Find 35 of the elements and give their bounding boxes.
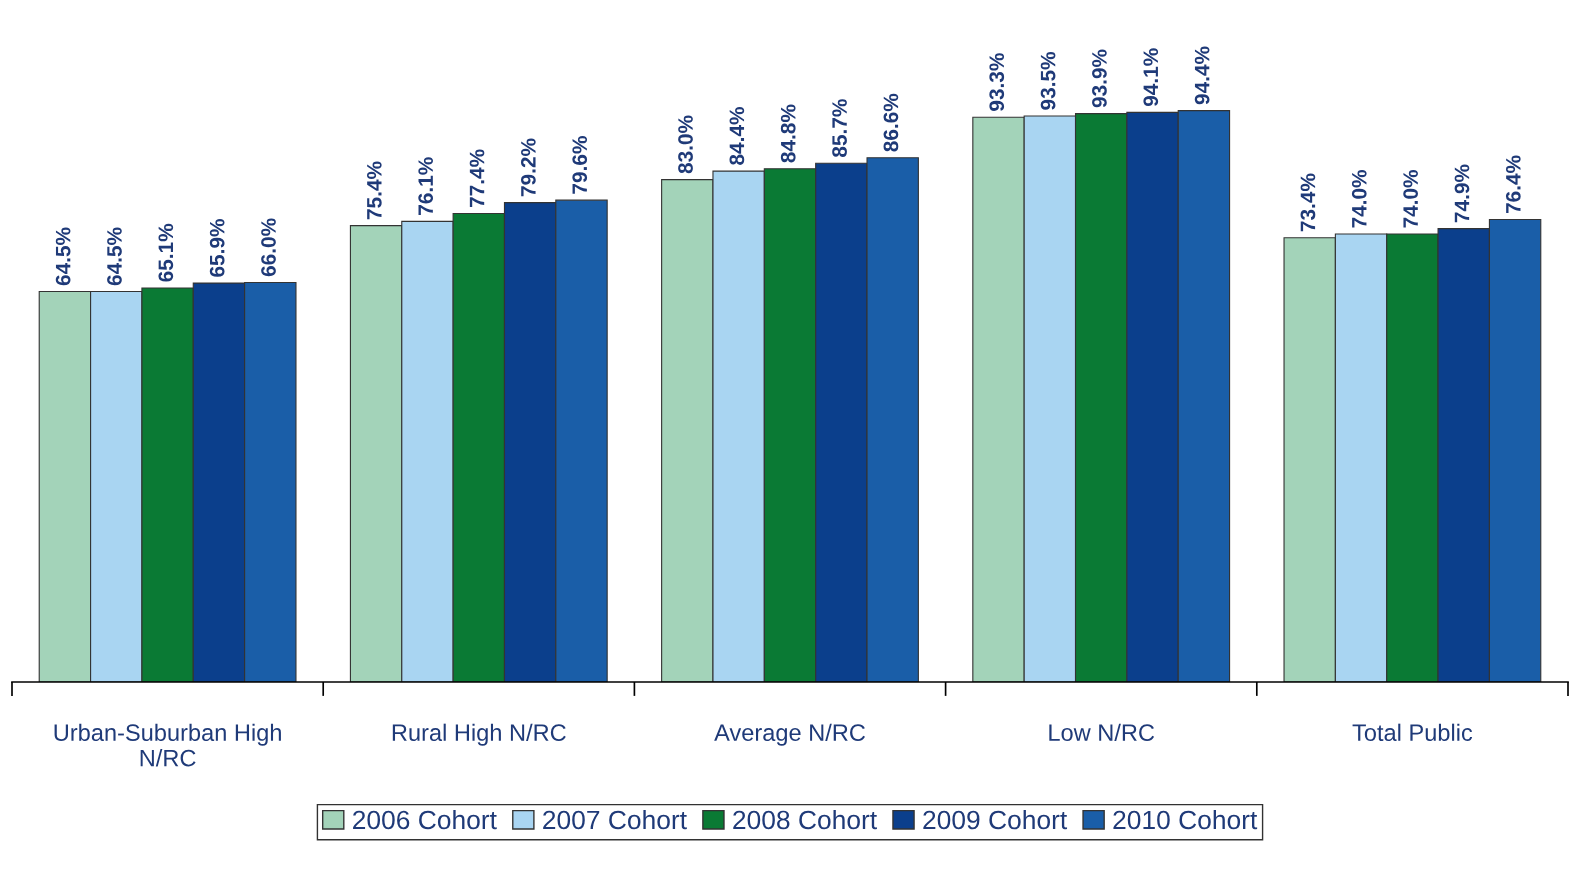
- data-label: 77.4%: [469, 149, 485, 208]
- x-tick-label: Urban-Suburban High N/RC: [54, 723, 281, 767]
- data-label: 86.6%: [883, 93, 899, 152]
- data-label: 66.0%: [261, 218, 276, 277]
- data-label: 93.3%: [989, 53, 1005, 111]
- legend-label: 2007 Cohort: [543, 809, 687, 830]
- data-label: 75.4%: [367, 161, 382, 220]
- data-label: 79.6%: [572, 136, 588, 194]
- data-label: 93.5%: [1040, 51, 1056, 110]
- data-label: 94.1%: [1143, 48, 1159, 107]
- data-label: 64.5%: [107, 227, 122, 286]
- data-label: 74.0%: [1351, 169, 1367, 228]
- data-label: 65.9%: [209, 219, 225, 277]
- data-label: 79.2%: [520, 138, 536, 197]
- legend-label: 2008 Cohort: [733, 809, 877, 830]
- x-tick-label: Average N/RC: [714, 723, 865, 746]
- legend-label: 2010 Cohort: [1113, 809, 1258, 830]
- x-tick-label: Total Public: [1352, 723, 1473, 742]
- data-label: 84.4%: [729, 107, 745, 165]
- data-label: 84.8%: [780, 104, 796, 163]
- data-label: 94.4%: [1194, 46, 1210, 105]
- data-label: 64.5%: [55, 227, 71, 286]
- data-label: 73.4%: [1300, 173, 1316, 232]
- legend-label: 2006 Cohort: [353, 809, 497, 830]
- x-tick-label: Low N/RC: [1049, 723, 1155, 742]
- legend-label: 2009 Cohort: [923, 809, 1068, 830]
- data-label: 74.0%: [1403, 169, 1418, 228]
- data-label: 76.1%: [418, 157, 434, 215]
- data-label: 83.0%: [678, 115, 693, 174]
- data-label: 65.1%: [158, 223, 174, 282]
- data-label: 93.9%: [1092, 49, 1107, 108]
- data-label: 85.7%: [832, 99, 847, 158]
- x-tick-label: Rural High N/RC: [392, 723, 566, 746]
- data-label: 74.9%: [1454, 164, 1470, 223]
- data-label: 76.4%: [1505, 155, 1521, 214]
